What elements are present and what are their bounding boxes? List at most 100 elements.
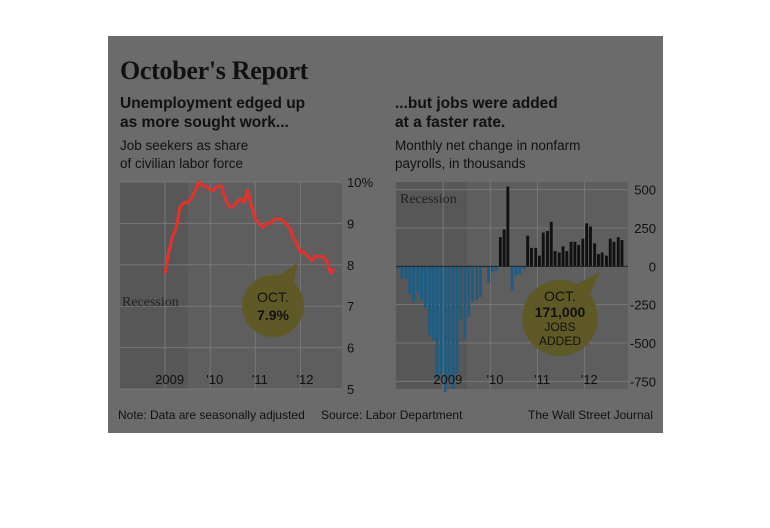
right-description-line-1: Monthly net change in nonfarm [395,138,581,153]
right-description: Monthly net change in nonfarm payrolls, … [395,137,580,173]
payroll-bar [565,251,569,267]
left-subhead-line-2: as more sought work... [120,114,289,131]
payroll-bar [549,221,553,267]
payroll-bar [396,266,400,270]
left-x-tick-label: '11 [252,372,268,387]
right-callout-value: 171,000 [535,304,586,320]
footer-credit: The Wall Street Journal [528,408,653,422]
payroll-bar [589,226,592,267]
left-x-tick-label: '12 [297,372,314,387]
right-y-tick-label: -750 [630,374,656,389]
payroll-bar [530,247,533,267]
payroll-bar [463,266,467,339]
payroll-bar [608,238,612,267]
payroll-bar [416,266,420,293]
right-recession-label: Recession [400,192,457,207]
right-callout-bubble [522,280,598,356]
payroll-bar [506,186,510,267]
payroll-bar [412,266,415,302]
left-callout-label: OCT. [257,289,289,305]
payroll-bar [541,232,545,267]
right-y-tick-label: 250 [634,221,656,236]
left-subhead-line-1: Unemployment edged up [120,95,306,112]
payroll-bar [408,266,412,294]
payroll-bar [569,241,573,267]
left-description-line-2: of civilian labor force [120,156,244,171]
payroll-bar [600,252,604,267]
right-callout-label: OCT. [544,288,576,304]
right-y-tick-label: 500 [634,183,656,198]
payroll-bar [451,266,455,389]
left-y-tick-label: 8 [347,258,354,273]
payroll-bar [612,241,616,267]
left-recession-band [120,182,188,389]
payroll-bar [553,251,557,267]
right-subhead-line-2: at a faster rate. [395,114,506,131]
left-x-tick-label: '10 [206,372,223,387]
left-y-tick-label: 7 [347,299,354,314]
payroll-bar [510,266,514,291]
payroll-bar [400,266,404,279]
right-recession-band [396,182,467,389]
left-x-tick-label: 2009 [155,372,184,387]
payroll-bar [518,266,522,274]
right-callout-line-4: ADDED [539,334,581,348]
unemployment-line [163,180,336,275]
payroll-bar [471,266,474,302]
payroll-bar [605,255,608,267]
payroll-bar [404,266,408,279]
payroll-bar [585,223,589,267]
payroll-bar [502,229,506,267]
payroll-bar [498,237,502,267]
payroll-bar [573,241,577,267]
payroll-bar [443,266,447,392]
right-subhead: ...but jobs were added at a faster rate. [395,94,558,132]
left-callout: OCT. 7.9% [242,262,304,337]
right-y-tick-label: -250 [630,298,656,313]
payroll-bar [577,244,581,267]
payroll-bar [420,266,423,300]
left-description: Job seekers as share of civilian labor f… [120,137,248,173]
left-y-tick-label: 9 [347,216,354,231]
payroll-bar [616,237,620,267]
payroll-bar [435,266,439,379]
payroll-bar [593,243,597,267]
payroll-bar [475,266,479,300]
left-callout-bubble [242,275,304,337]
left-subhead: Unemployment edged up as more sought wor… [120,94,305,132]
right-description-line-2: payrolls, in thousands [395,156,526,171]
left-description-line-1: Job seekers as share [120,138,249,153]
payroll-bar [494,266,498,271]
payroll-bar [479,266,482,297]
payroll-bar [459,266,463,320]
payroll-bar [557,252,561,267]
left-y-tick-label: 6 [347,341,354,356]
right-y-tick-label: 0 [649,259,656,274]
footer-note: Note: Data are seasonally adjusted [118,408,305,422]
right-y-tick-label: -500 [630,336,656,351]
payroll-bar [538,255,541,267]
payroll-bar [487,266,490,284]
left-recession-label: Recession [122,295,179,310]
right-x-tick-label: '12 [581,372,598,387]
payroll-bar [581,238,585,267]
payroll-bar [467,266,471,317]
payroll-bar [482,266,486,268]
payroll-bar [428,266,432,336]
right-callout-line-3: JOBS [544,320,575,334]
payroll-bar [455,266,459,374]
payroll-bar [546,231,549,267]
payroll-bar [514,266,518,276]
payroll-bar [423,266,427,308]
payroll-bar [526,235,530,267]
payroll-bar [534,247,538,267]
page-title: October's Report [120,56,308,85]
left-callout-value: 7.9% [257,307,289,323]
left-y-tick-label: 5 [347,382,354,397]
payroll-bar [439,266,443,374]
payroll-bar [447,266,451,377]
payroll-bar [597,254,600,267]
payroll-bar [561,246,565,267]
right-callout: OCT. 171,000 JOBS ADDED [522,272,600,356]
chart-card: October's Report Unemployment edged up a… [108,36,663,433]
